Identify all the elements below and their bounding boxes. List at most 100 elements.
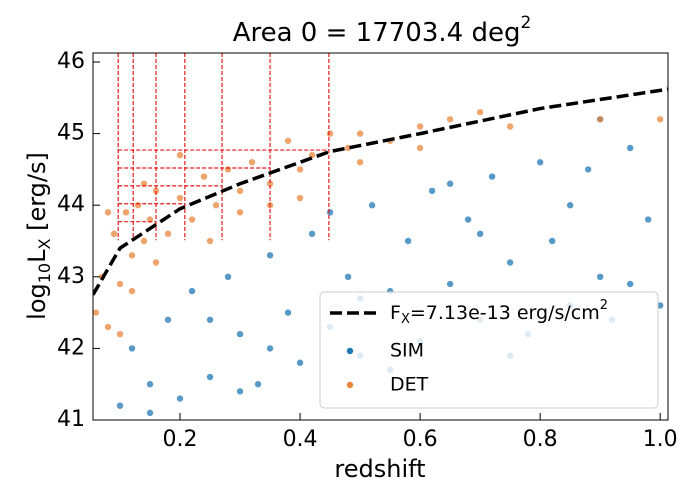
point [206,237,214,245]
point [416,144,424,152]
point [116,330,124,338]
point [236,209,244,216]
legend-sub: X [401,312,410,327]
point [308,230,316,238]
point [404,237,412,245]
point [656,302,664,309]
point [266,252,274,259]
point [596,273,604,281]
point [626,144,634,152]
point [188,216,196,223]
point [164,316,172,323]
point [506,123,514,130]
point [656,116,664,123]
x-tick-label: 0.6 [403,427,438,452]
x-tick-label: 0.2 [163,427,198,452]
point [128,252,136,259]
legend-box [319,291,659,409]
point [236,187,244,195]
point [128,287,136,295]
legend-text: F [390,302,401,324]
point [146,381,154,388]
legend-marker [346,347,354,355]
legend: FX=7.13e-13 erg/s/cm2 SIM DET [319,291,659,409]
point [326,209,334,216]
title-sup: 2 [520,13,531,33]
point [122,209,130,216]
point [104,323,112,331]
point [176,194,184,202]
point [464,216,472,223]
y-tick-label: 42 [57,335,85,360]
y-label-sub: X [35,239,54,250]
point [93,309,100,316]
y-label-part: [erg/s] [23,152,51,238]
point [140,237,148,245]
legend-sup: 2 [600,298,608,313]
y-tick-label: 46 [57,49,85,74]
y-tick-label: 41 [57,407,85,432]
point [356,130,364,137]
plot-area [93,53,668,417]
point [266,180,274,187]
y-label-part: log [23,283,51,320]
y-axis-label: log10LX [erg/s] [23,152,54,320]
point [506,259,514,266]
point [488,173,496,180]
y-tick-label: 43 [57,264,85,289]
point [200,173,208,180]
point [296,359,304,366]
point [164,230,172,238]
point [446,180,454,187]
point [152,259,160,266]
point [476,230,484,238]
point [416,123,424,130]
point [152,187,160,195]
point [116,280,124,288]
x-tick-label: 0.4 [283,427,318,452]
point [176,395,184,402]
legend-marker [346,381,354,389]
point [584,166,592,173]
point [356,159,364,166]
legend-text: =7.13e-13 erg/s/cm [410,302,600,324]
flux-limit-line [93,87,668,296]
point [128,345,136,352]
point [212,202,220,209]
legend-label: SIM [390,340,424,362]
point [476,108,484,116]
point [284,137,292,144]
point [254,381,262,388]
point [596,116,604,123]
point [266,345,274,352]
point [446,116,454,123]
point [428,187,436,195]
point [626,280,634,288]
title-text: Area 0 = 17703.4 deg [233,18,521,48]
point [644,216,652,223]
point [536,159,544,166]
point [344,273,352,281]
axes-frame [92,52,669,421]
point [224,273,232,281]
legend-label: FX=7.13e-13 erg/s/cm2 [390,298,608,327]
legend-label: DET [390,374,429,396]
point [146,409,154,417]
x-axis-label: redshift [334,455,425,483]
y-label-part: L [23,249,51,263]
point [116,402,124,409]
point [296,194,304,202]
point [176,151,184,159]
point [368,202,376,209]
point [566,202,574,209]
point [206,373,214,381]
point [284,309,292,316]
point [326,130,334,137]
point [548,237,556,245]
x-tick-label: 1.0 [643,427,678,452]
point [236,330,244,338]
point [446,280,454,288]
y-tick-label: 45 [57,121,85,146]
point [296,166,304,173]
y-label-sub: 10 [35,263,54,283]
